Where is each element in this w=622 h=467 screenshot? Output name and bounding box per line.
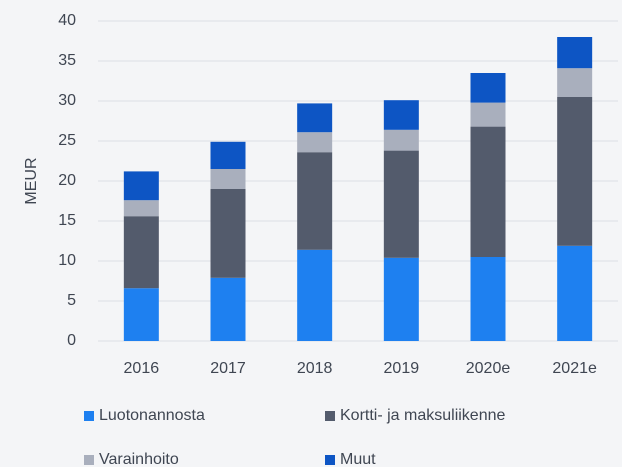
bar-segment (557, 37, 593, 69)
bar-segment (123, 216, 159, 289)
bar-segment (557, 68, 593, 97)
bar-segment (383, 129, 419, 151)
bar-segment (383, 100, 419, 130)
bar-segment (297, 132, 333, 153)
y-tick-label: 35 (58, 52, 76, 69)
legend-label: Muut (340, 451, 376, 467)
x-tick-label: 2016 (124, 360, 160, 377)
legend-swatch (84, 455, 94, 465)
bar-segment (297, 103, 333, 133)
bar-segment (470, 73, 506, 103)
x-tick-label: 2018 (297, 360, 333, 377)
y-tick-label: 20 (58, 172, 76, 189)
x-tick-label: 2017 (210, 360, 246, 377)
y-tick-label: 0 (67, 332, 76, 349)
bar-segment (123, 200, 159, 217)
bar-segment (297, 152, 333, 250)
bar-segment (557, 97, 593, 246)
bar-segment (383, 257, 419, 341)
bar-segment (123, 171, 159, 201)
y-tick-label: 10 (58, 252, 76, 269)
y-tick-label: 15 (58, 212, 76, 229)
x-tick-label: 2020e (466, 360, 511, 377)
y-tick-label: 5 (67, 292, 76, 309)
bar-segment (470, 126, 506, 257)
x-tick-label: 2021e (552, 360, 597, 377)
bar-segment (210, 169, 246, 189)
y-tick-label: 40 (58, 12, 76, 29)
legend-label: Varainhoito (99, 451, 179, 467)
bar-segment (557, 245, 593, 341)
x-tick-label: 2019 (384, 360, 420, 377)
y-tick-label: 30 (58, 92, 76, 109)
bar-segment (210, 277, 246, 341)
legend-swatch (84, 411, 94, 421)
legend-swatch (325, 411, 335, 421)
bar-segment (383, 150, 419, 258)
bar-segment (210, 189, 246, 278)
legend-label: Luotonannosta (99, 407, 205, 424)
y-tick-label: 25 (58, 132, 76, 149)
bar-segment (123, 288, 159, 341)
legend-swatch (325, 455, 335, 465)
bar-segment (297, 249, 333, 341)
legend-label: Kortti- ja maksuliikenne (340, 407, 506, 424)
y-axis-label: MEUR (23, 157, 40, 204)
bar-segment (470, 257, 506, 341)
bar-segment (470, 102, 506, 127)
bar-segment (210, 141, 246, 169)
